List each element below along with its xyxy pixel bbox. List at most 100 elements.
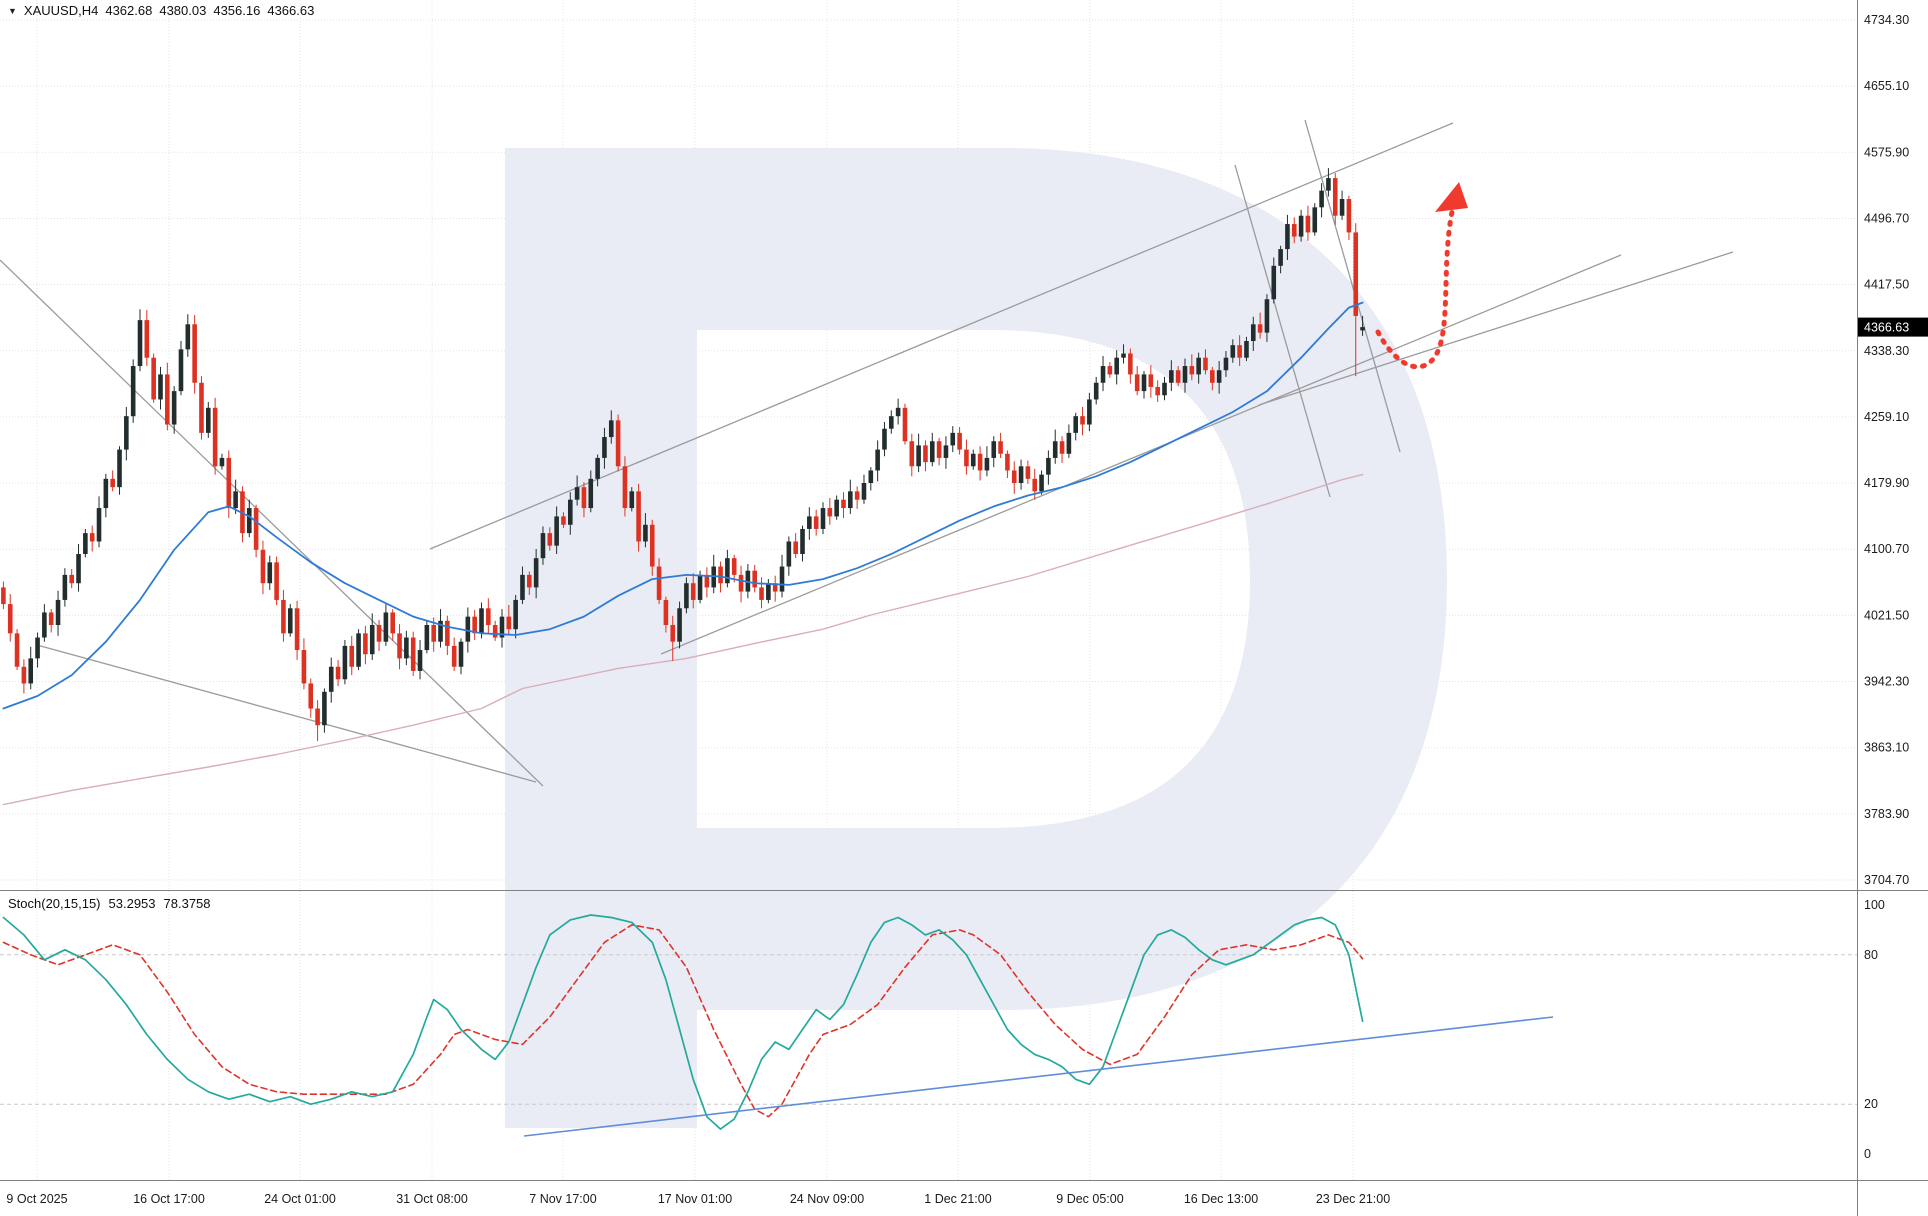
candle-body: [328, 666, 334, 692]
candle-body: [55, 599, 61, 625]
watermark-logo: [505, 148, 1447, 1128]
ma-slow-line: [2, 473, 1364, 806]
candle-body: [1107, 366, 1113, 375]
candle-body: [110, 478, 115, 488]
candle-body: [1250, 324, 1256, 341]
candle-body: [130, 366, 136, 417]
candle-body: [677, 608, 682, 642]
candle-body: [322, 691, 327, 726]
stoch-axis-label: 100: [1864, 898, 1885, 912]
candle-body: [294, 608, 300, 651]
candle-body: [1100, 366, 1106, 383]
price-axis-label: 4655.10: [1864, 79, 1909, 93]
candle-body: [28, 658, 34, 684]
candle-body: [308, 683, 314, 709]
price-axis-label: 4575.90: [1864, 145, 1909, 159]
candle-body: [499, 616, 505, 638]
candle-body: [800, 528, 805, 554]
candle-body: [834, 499, 839, 517]
candle-body: [554, 516, 559, 546]
candle-body: [267, 562, 273, 584]
candle-body: [151, 357, 156, 400]
candle-body: [42, 612, 47, 638]
time-axis-label: 9 Oct 2025: [6, 1192, 67, 1206]
time-axis-label: 23 Dec 21:00: [1316, 1192, 1390, 1206]
candle-body: [212, 407, 218, 467]
candle-body: [356, 633, 361, 667]
candle-body: [574, 487, 580, 500]
trendline[interactable]: [36, 644, 537, 783]
trendline[interactable]: [1304, 119, 1401, 453]
trendline[interactable]: [429, 122, 1454, 550]
candle-body: [977, 453, 983, 471]
indicator-label: Stoch(20,15,15) 53.2953 78.3758: [8, 896, 211, 911]
candle-body: [759, 587, 764, 600]
candle-body: [690, 583, 696, 600]
candle-body: [561, 516, 566, 525]
forecast-arrow-head: [1435, 182, 1468, 212]
candle-body: [199, 382, 204, 433]
candle-body: [1210, 370, 1215, 383]
candle-body: [998, 441, 1003, 454]
candle-body: [1298, 215, 1304, 237]
time-axis-label: 16 Dec 13:00: [1184, 1192, 1258, 1206]
candle-body: [889, 416, 894, 429]
trendline[interactable]: [1234, 164, 1331, 498]
price-axis-label: 3783.90: [1864, 807, 1909, 821]
candle-body: [465, 616, 471, 642]
candle-body: [1141, 374, 1147, 392]
candle-body: [820, 508, 826, 529]
price-axis-label: 4496.70: [1864, 211, 1909, 225]
candle-body: [383, 612, 389, 642]
candle-body: [629, 491, 635, 509]
candle-body: [704, 574, 710, 588]
candle-body: [520, 574, 525, 600]
candle-body: [540, 533, 546, 559]
candle-body: [725, 558, 730, 584]
collapse-triangle-icon[interactable]: ▼: [8, 5, 17, 16]
candle-body: [1052, 441, 1058, 458]
candle-body: [363, 633, 368, 655]
candle-body: [1025, 466, 1031, 479]
candle-body: [1059, 441, 1065, 454]
candle-body: [445, 620, 450, 646]
trendline[interactable]: [1258, 251, 1734, 406]
stoch-axis-label: 20: [1864, 1097, 1878, 1111]
price-axis-label: 3704.70: [1864, 873, 1909, 887]
candle-body: [752, 570, 757, 588]
candle-body: [1360, 327, 1365, 331]
candle-body: [479, 608, 484, 634]
candle-body: [1155, 386, 1160, 396]
candle-body: [670, 624, 676, 642]
candle-body: [506, 616, 512, 630]
price-axis-label: 3942.30: [1864, 675, 1909, 689]
stoch-trendline[interactable]: [523, 1016, 1554, 1137]
candle-body: [124, 416, 129, 450]
candle-body: [1011, 470, 1017, 483]
candle-body: [219, 457, 225, 467]
candle-body: [144, 320, 150, 358]
candle-body: [1128, 353, 1133, 375]
trendline[interactable]: [0, 259, 544, 787]
trendline[interactable]: [660, 254, 1622, 655]
candle-body: [636, 491, 641, 542]
candle-body: [171, 391, 177, 425]
candle-body: [1162, 382, 1167, 396]
candle-body: [602, 437, 607, 458]
candle-body: [1305, 215, 1311, 233]
candle-body: [957, 432, 962, 450]
current-price-badge: 4366.63: [1858, 317, 1928, 337]
candle-body: [608, 420, 614, 438]
candle-body: [83, 533, 88, 554]
candle-body: [451, 645, 457, 667]
candle-body: [656, 566, 662, 600]
candle-body: [431, 624, 436, 642]
time-axis-label: 17 Nov 01:00: [658, 1192, 732, 1206]
candle-body: [281, 599, 286, 634]
candle-body: [929, 441, 935, 463]
candle-body: [226, 457, 232, 509]
candle-body: [274, 562, 279, 600]
candle-body: [615, 420, 621, 467]
